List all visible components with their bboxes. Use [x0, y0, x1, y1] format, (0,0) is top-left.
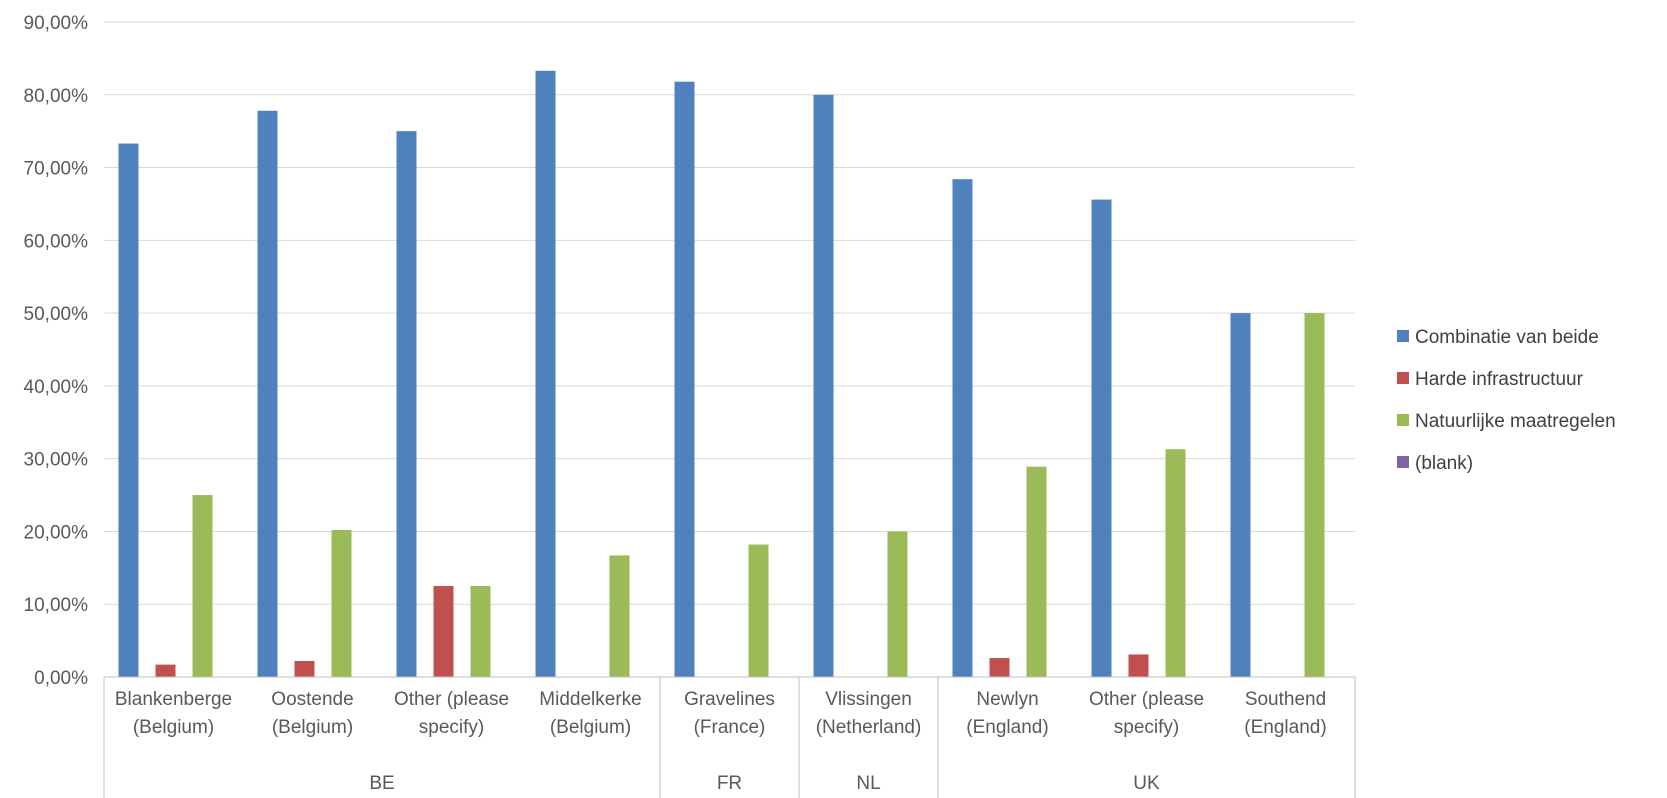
x-category-label: specify)	[419, 717, 484, 738]
x-category-label: Gravelines	[684, 689, 775, 710]
bar-combinatie-van-beide	[118, 143, 139, 678]
x-category-label: (Belgium)	[272, 717, 353, 738]
bar-combinatie-van-beide	[813, 94, 834, 678]
x-category-label: (Belgium)	[550, 717, 631, 738]
bar-combinatie-van-beide	[257, 110, 278, 678]
x-group-label: FR	[717, 773, 742, 794]
legend-swatch	[1397, 414, 1409, 426]
x-category-label: Oostende	[271, 689, 353, 710]
legend-label: (blank)	[1415, 453, 1473, 474]
x-category-label: Blankenberge	[115, 689, 232, 710]
x-group-label: UK	[1133, 773, 1160, 794]
bar-combinatie-van-beide	[952, 179, 973, 677]
x-category-label: Other (please	[394, 689, 509, 710]
bar-combinatie-van-beide	[1230, 313, 1251, 677]
legend-label: Natuurlijke maatregelen	[1415, 411, 1616, 432]
x-group-label: BE	[369, 773, 394, 794]
bar-combinatie-van-beide	[535, 70, 556, 677]
legend-swatch	[1397, 330, 1409, 342]
x-category-label: Newlyn	[976, 689, 1038, 710]
bar-harde-infrastructuur	[433, 586, 454, 677]
bar-combinatie-van-beide	[674, 81, 695, 677]
y-tick-label: 80,00%	[24, 86, 89, 107]
bar-harde-infrastructuur	[155, 664, 176, 677]
y-tick-label: 40,00%	[24, 377, 89, 398]
bar-harde-infrastructuur	[1128, 654, 1149, 677]
bar-natuurlijke-maatregelen	[609, 555, 630, 677]
bar-natuurlijke-maatregelen	[331, 529, 352, 677]
bar-harde-infrastructuur	[989, 658, 1010, 677]
legend-label: Harde infrastructuur	[1415, 369, 1584, 390]
y-tick-label: 90,00%	[24, 13, 89, 34]
bar-combinatie-van-beide	[1091, 199, 1112, 678]
y-tick-label: 30,00%	[24, 450, 89, 471]
x-category-label: Southend	[1245, 689, 1326, 710]
y-tick-label: 20,00%	[24, 522, 89, 543]
bar-harde-infrastructuur	[294, 660, 315, 677]
y-tick-label: 0,00%	[34, 668, 88, 689]
bar-natuurlijke-maatregelen	[1165, 449, 1186, 677]
bar-natuurlijke-maatregelen	[470, 586, 491, 677]
bar-natuurlijke-maatregelen	[748, 544, 769, 677]
x-category-label: (England)	[966, 717, 1048, 738]
y-tick-label: 70,00%	[24, 159, 89, 180]
bar-combinatie-van-beide	[396, 131, 417, 677]
bar-natuurlijke-maatregelen	[192, 495, 213, 677]
x-category-label: Middelkerke	[539, 689, 641, 710]
legend-label: Combinatie van beide	[1415, 327, 1599, 348]
x-category-label: (Netherland)	[816, 717, 922, 738]
x-category-label: (Belgium)	[133, 717, 214, 738]
x-group-label: NL	[856, 773, 880, 794]
x-category-label: Vlissingen	[825, 689, 912, 710]
x-category-label: Other (please	[1089, 689, 1204, 710]
x-category-label: (France)	[694, 717, 766, 738]
x-category-label: specify)	[1114, 717, 1179, 738]
bar-natuurlijke-maatregelen	[1304, 313, 1325, 677]
y-tick-label: 10,00%	[24, 595, 89, 616]
y-tick-label: 50,00%	[24, 304, 89, 325]
bar-natuurlijke-maatregelen	[887, 531, 908, 677]
bar-natuurlijke-maatregelen	[1026, 466, 1047, 677]
y-tick-label: 60,00%	[24, 231, 89, 252]
legend-swatch	[1397, 456, 1409, 468]
x-category-label: (England)	[1244, 717, 1326, 738]
legend-swatch	[1397, 372, 1409, 384]
